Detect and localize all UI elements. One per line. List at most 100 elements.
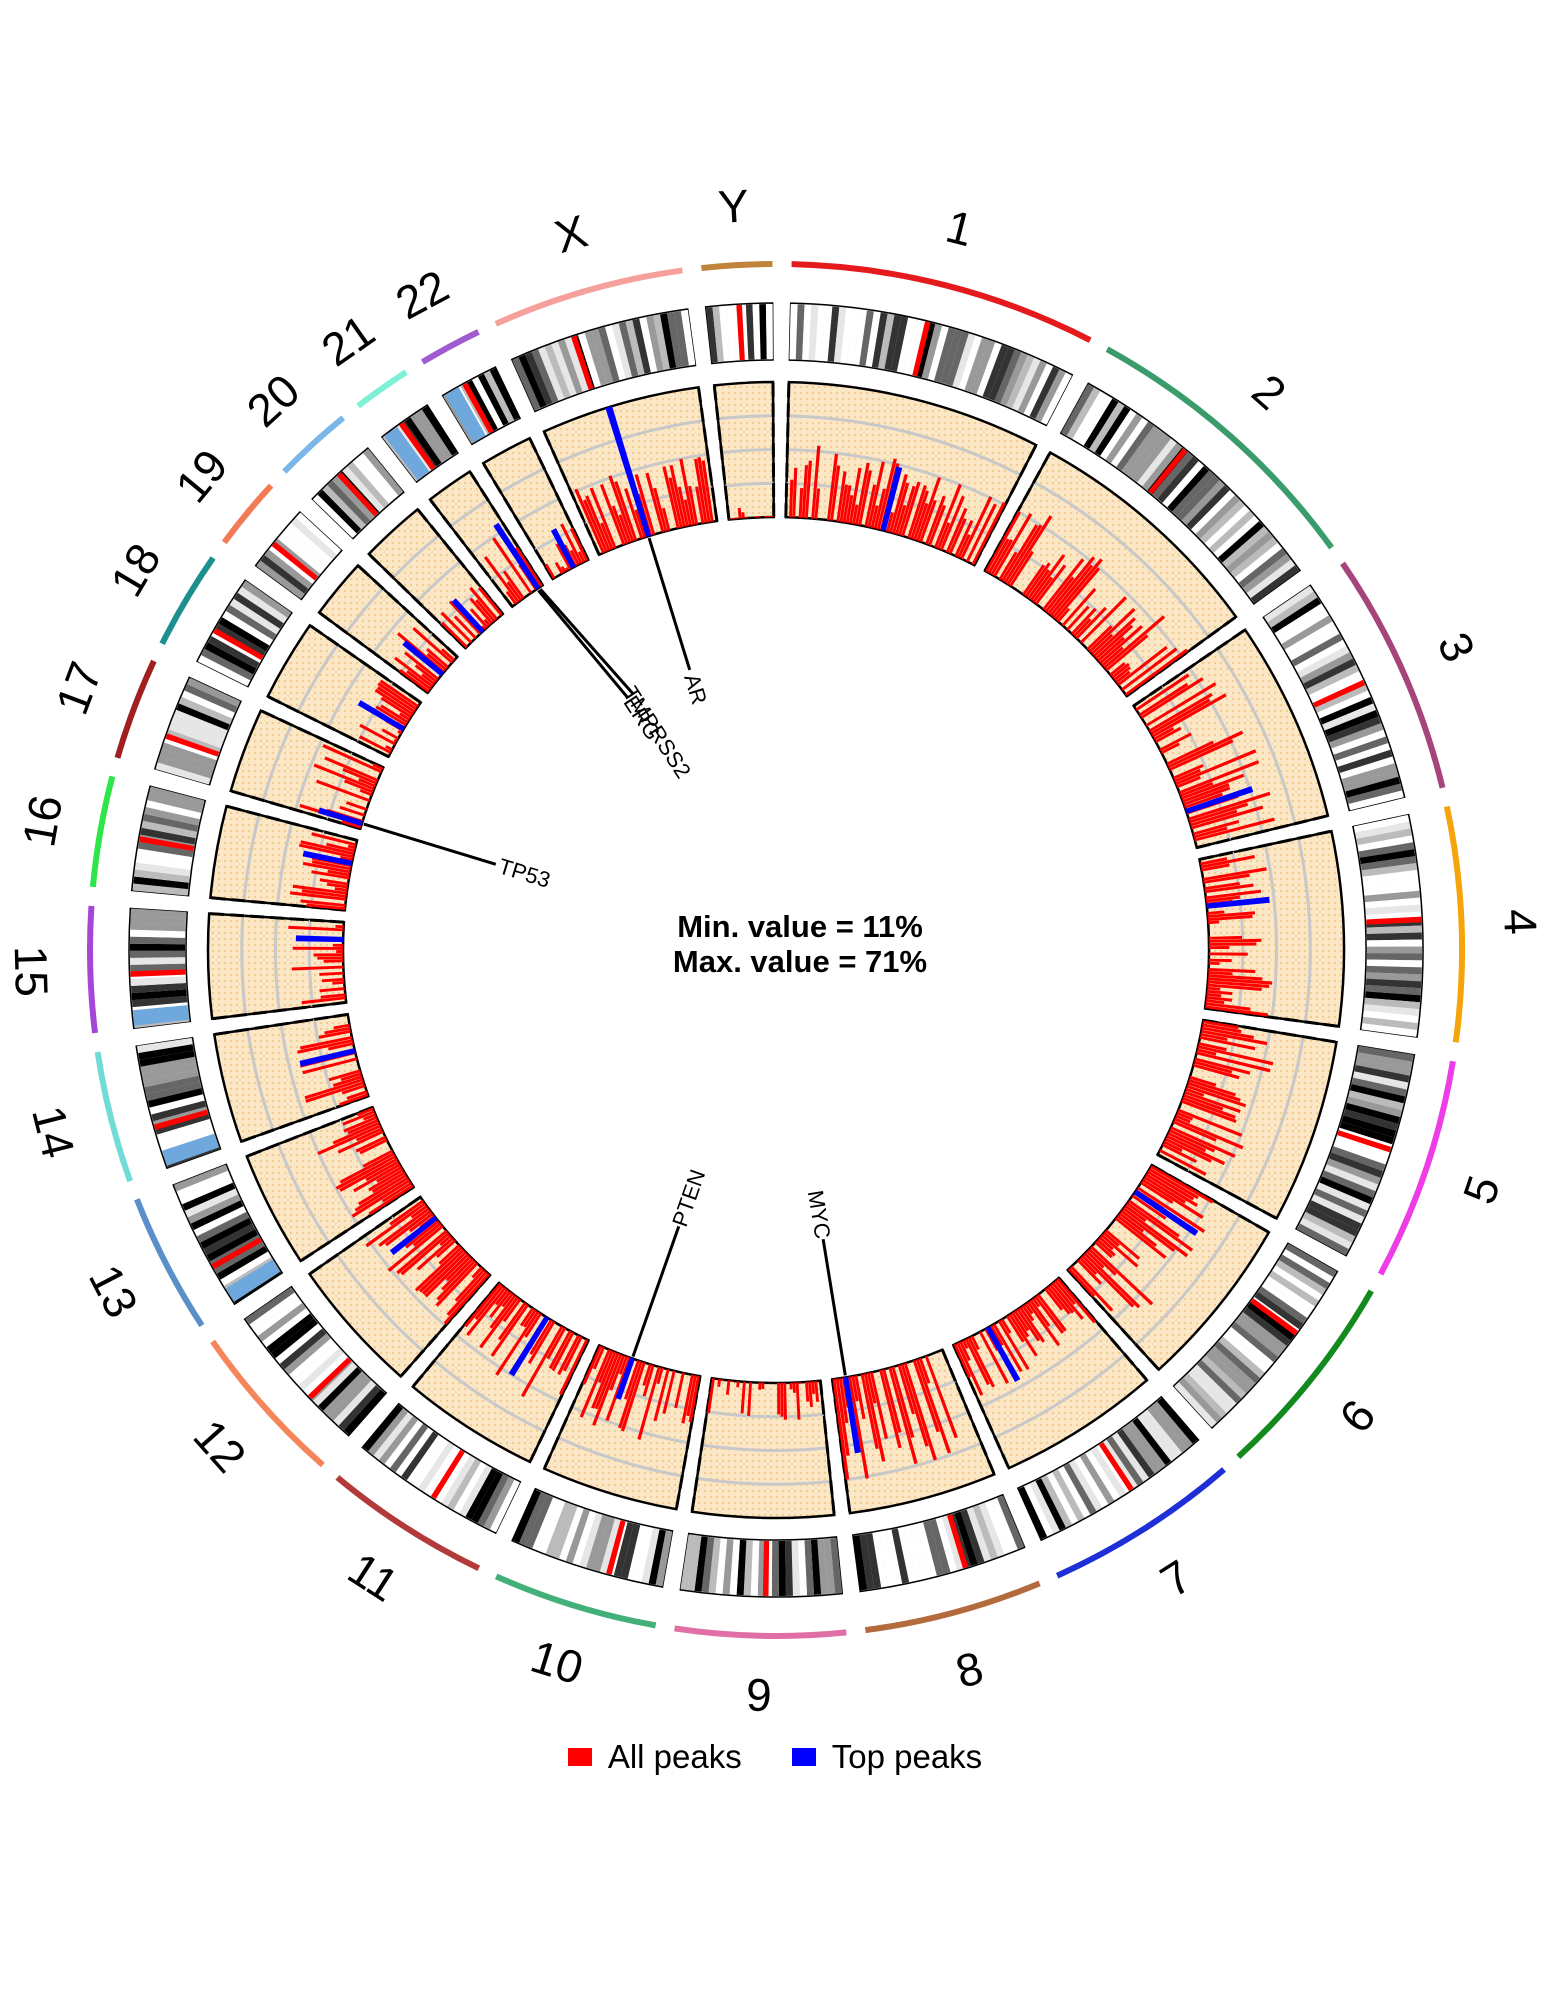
peak-bar [334, 887, 348, 892]
peak-bar [1143, 1176, 1186, 1204]
peak-bar [805, 1381, 810, 1402]
chrom-ring-14 [94, 1051, 133, 1183]
band [245, 1287, 295, 1325]
peak-bar [662, 1370, 676, 1415]
band [833, 307, 847, 363]
centromere [211, 1237, 263, 1270]
band [275, 1323, 323, 1364]
band [648, 1529, 666, 1585]
peak-bar [728, 518, 732, 520]
peak-bar [1008, 1313, 1038, 1357]
peak-bar [674, 1372, 685, 1409]
top-peak-bar [389, 1215, 438, 1256]
band [220, 1251, 272, 1286]
band [1227, 1327, 1274, 1368]
peak-bar [1176, 775, 1201, 789]
band [865, 1533, 882, 1589]
peak-bar [1184, 1090, 1241, 1114]
track-divider [416, 508, 504, 616]
band [176, 703, 230, 731]
peak-bar [669, 464, 686, 528]
peak-bar [396, 1229, 448, 1275]
band [206, 1229, 259, 1262]
peak-bar [1198, 1042, 1227, 1052]
band [1309, 671, 1362, 701]
peak-bar [1088, 607, 1136, 653]
peak-bar [520, 1325, 564, 1398]
peak-bar [1207, 914, 1253, 921]
peak-bar [368, 1168, 404, 1192]
peak-bar [876, 458, 897, 530]
peak-bar [319, 878, 349, 886]
gene-leader-AR [647, 537, 692, 671]
peak-bar [332, 981, 345, 985]
peak-bar [683, 499, 692, 526]
band [1024, 1483, 1054, 1537]
band [1261, 1281, 1311, 1318]
peak-bar [912, 1359, 940, 1433]
band [441, 1455, 476, 1507]
band [390, 1423, 428, 1473]
band [144, 807, 200, 826]
peak-bar [394, 656, 434, 688]
peak-bar [376, 686, 416, 713]
peak-bar [845, 495, 854, 524]
peak-bar [839, 484, 849, 523]
peak-bar [464, 1283, 502, 1328]
band [859, 310, 874, 366]
peak-bar [910, 490, 929, 540]
band [1267, 591, 1318, 628]
track-divider [226, 804, 358, 842]
band [241, 580, 292, 618]
band [312, 494, 357, 538]
peak-bar [418, 1248, 465, 1293]
band [1132, 1417, 1172, 1466]
peak-bar [1170, 1126, 1236, 1158]
track-divider [697, 387, 719, 522]
band [865, 311, 881, 367]
peak-bar [1081, 1254, 1135, 1308]
legend-swatch-red [567, 1748, 592, 1766]
peak-bar [453, 615, 477, 640]
top-peak-bar [615, 1357, 635, 1400]
band [935, 1517, 958, 1572]
peak-bar [1196, 1051, 1271, 1073]
peak-bar [913, 502, 929, 541]
peak-bar [1098, 1236, 1114, 1251]
peak-bar [359, 1138, 388, 1155]
peak-bar [1101, 646, 1124, 667]
peak-bar [866, 1372, 877, 1404]
band [840, 307, 854, 364]
peak-bar [801, 465, 809, 518]
band [140, 827, 196, 845]
peak-bar [414, 1246, 463, 1292]
grid-ring [246, 1029, 275, 1131]
band [1353, 1071, 1409, 1090]
band [143, 813, 199, 832]
chrom-label-11: 11 [339, 1542, 407, 1612]
peak-bar [519, 1307, 535, 1327]
peak-bar [618, 1355, 629, 1375]
peak-bar [355, 1135, 387, 1153]
peak-bar [1202, 1023, 1242, 1034]
peak-bar [1083, 1252, 1141, 1309]
centromere [571, 335, 594, 390]
band [155, 762, 211, 785]
peak-bar [1159, 1149, 1207, 1176]
band [817, 1539, 829, 1595]
band [1355, 1058, 1411, 1076]
band [459, 1465, 492, 1517]
band [694, 1536, 708, 1592]
peak-bar [365, 1160, 400, 1182]
peak-bar [471, 1266, 483, 1279]
peak-bar [1124, 1204, 1147, 1223]
track-divider [399, 1274, 492, 1378]
top-peak-bar [451, 598, 485, 634]
band [178, 696, 233, 725]
band [929, 1519, 951, 1574]
peak-bar [1148, 692, 1213, 733]
peak-bar [1047, 556, 1096, 615]
band [808, 304, 819, 361]
peak-bar [494, 1288, 509, 1306]
peak-bar [624, 488, 644, 539]
